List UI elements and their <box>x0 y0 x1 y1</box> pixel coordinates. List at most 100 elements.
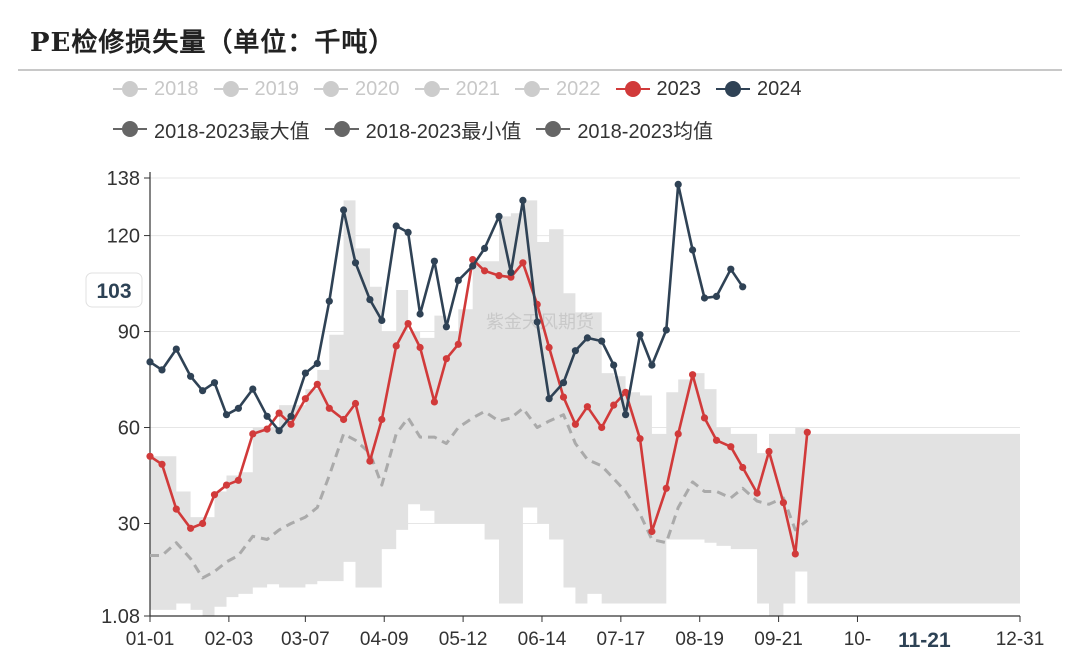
series-2024-point[interactable] <box>275 427 283 435</box>
series-2023-point[interactable] <box>545 343 553 352</box>
series-2024-point[interactable] <box>622 411 630 419</box>
series-2024-point[interactable] <box>598 337 606 345</box>
series-2024-point[interactable] <box>583 334 592 342</box>
legend-item-2018[interactable]: 2018 <box>112 76 199 102</box>
series-2024-point[interactable] <box>739 283 747 291</box>
series-2023-point[interactable] <box>753 489 761 497</box>
series-2024-point[interactable] <box>495 212 503 220</box>
legend-item-2024[interactable]: 2024 <box>715 76 802 102</box>
series-2024-point[interactable] <box>392 222 400 230</box>
series-2023-point[interactable] <box>378 415 386 424</box>
series-2024-point[interactable] <box>416 310 424 318</box>
legend-item-2021[interactable]: 2021 <box>414 76 500 102</box>
series-2024-point[interactable] <box>325 297 333 305</box>
series-2023-point[interactable] <box>351 399 360 408</box>
series-2024-point[interactable] <box>469 262 477 270</box>
series-2024-point[interactable] <box>507 268 515 276</box>
series-2024-point[interactable] <box>648 361 656 369</box>
series-2023-point[interactable] <box>519 259 527 267</box>
series-2023-point[interactable] <box>622 388 630 396</box>
series-2024-point[interactable] <box>571 347 580 355</box>
series-2023-point[interactable] <box>404 320 412 328</box>
series-2024-point[interactable] <box>263 412 271 420</box>
series-2024-point[interactable] <box>674 180 682 188</box>
series-2023-point[interactable] <box>301 395 309 403</box>
series-2024-point[interactable] <box>351 259 360 267</box>
legend-item-2018-2023最小值[interactable]: 2018-2023最小值 <box>324 116 521 143</box>
series-2023-point[interactable] <box>430 398 438 406</box>
series-2023-point[interactable] <box>662 484 670 492</box>
series-2024-point[interactable] <box>533 318 541 326</box>
series-2024-point[interactable] <box>700 294 709 302</box>
series-2023-point[interactable] <box>791 550 799 558</box>
series-2023-point[interactable] <box>779 499 788 507</box>
series-2023-point[interactable] <box>146 452 154 460</box>
series-2023-point[interactable] <box>187 524 195 532</box>
series-2023-point[interactable] <box>481 267 489 275</box>
legend-item-2018-2023最大值[interactable]: 2018-2023最大值 <box>112 116 310 143</box>
series-2023-point[interactable] <box>249 430 257 438</box>
series-2023-point[interactable] <box>739 463 747 472</box>
series-2024-point[interactable] <box>442 323 450 331</box>
series-2024-point[interactable] <box>222 411 231 419</box>
legend-item-2023[interactable]: 2023 <box>615 76 701 102</box>
series-2024-point[interactable] <box>545 395 553 403</box>
series-2023-point[interactable] <box>454 340 462 348</box>
series-2023-point[interactable] <box>700 414 709 422</box>
series-2024-point[interactable] <box>519 196 527 204</box>
series-2024-point[interactable] <box>210 379 219 387</box>
series-2023-point[interactable] <box>689 371 697 379</box>
series-2023-point[interactable] <box>313 380 321 388</box>
series-2023-point[interactable] <box>199 519 207 528</box>
series-2023-point[interactable] <box>559 393 568 401</box>
series-2023-point[interactable] <box>172 505 180 513</box>
series-2024-point[interactable] <box>378 316 386 324</box>
series-2024-point[interactable] <box>559 379 568 387</box>
series-2023-point[interactable] <box>392 342 400 350</box>
series-2024-point[interactable] <box>287 412 295 420</box>
series-2023-point[interactable] <box>610 401 618 409</box>
series-2023-point[interactable] <box>234 476 242 484</box>
series-2024-point[interactable] <box>636 331 644 339</box>
series-2024-point[interactable] <box>301 369 309 377</box>
series-2023-point[interactable] <box>325 404 333 412</box>
series-2024-point[interactable] <box>313 359 321 368</box>
series-2023-point[interactable] <box>571 420 580 428</box>
legend-item-2018-2023均值[interactable]: 2018-2023均值 <box>535 116 713 143</box>
series-2023-point[interactable] <box>765 447 773 456</box>
series-2023-point[interactable] <box>263 425 271 433</box>
series-2024-point[interactable] <box>366 296 374 304</box>
series-2024-point[interactable] <box>340 206 348 214</box>
series-2023-point[interactable] <box>583 403 592 411</box>
series-2024-point[interactable] <box>234 404 242 412</box>
series-2024-point[interactable] <box>404 228 412 236</box>
legend-item-2022[interactable]: 2022 <box>514 76 601 102</box>
series-2023-point[interactable] <box>648 527 656 536</box>
series-2024-point[interactable] <box>662 326 670 334</box>
series-2024-point[interactable] <box>727 265 735 273</box>
legend-item-2020[interactable]: 2020 <box>313 76 400 102</box>
series-2024-point[interactable] <box>249 385 257 393</box>
series-2023-point[interactable] <box>275 409 283 417</box>
series-2024-point[interactable] <box>146 358 154 366</box>
series-2024-point[interactable] <box>172 345 180 353</box>
legend-item-2019[interactable]: 2019 <box>213 76 299 102</box>
series-2023-point[interactable] <box>442 355 450 363</box>
series-2024-point[interactable] <box>610 361 618 369</box>
series-2024-point[interactable] <box>689 246 697 254</box>
series-2023-point[interactable] <box>366 457 374 465</box>
series-2023-point[interactable] <box>727 443 735 451</box>
series-2024-point[interactable] <box>712 292 721 300</box>
series-2024-point[interactable] <box>481 244 489 252</box>
series-2023-point[interactable] <box>712 436 721 444</box>
series-2023-point[interactable] <box>495 272 503 280</box>
series-2024-point[interactable] <box>454 276 462 284</box>
series-2023-point[interactable] <box>340 415 348 424</box>
series-2023-point[interactable] <box>416 343 424 352</box>
series-2024-point[interactable] <box>199 387 207 395</box>
series-2023-point[interactable] <box>210 491 219 499</box>
series-2023-point[interactable] <box>287 420 295 428</box>
series-2023-point[interactable] <box>222 481 231 489</box>
series-2024-point[interactable] <box>430 257 438 265</box>
series-2023-point[interactable] <box>803 428 811 436</box>
